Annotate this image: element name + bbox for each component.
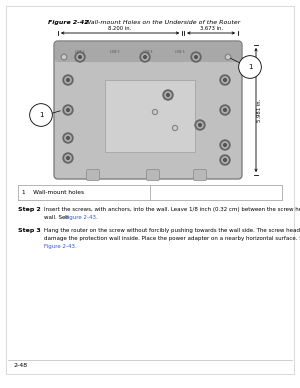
Circle shape — [199, 124, 201, 126]
Circle shape — [220, 75, 230, 85]
Circle shape — [63, 105, 73, 115]
Text: Step 2: Step 2 — [18, 207, 41, 212]
Circle shape — [65, 107, 71, 113]
Circle shape — [154, 111, 156, 113]
Circle shape — [67, 157, 69, 159]
Bar — [105, 80, 195, 152]
Circle shape — [67, 137, 69, 139]
Circle shape — [75, 52, 85, 62]
Text: Figure 2-43.: Figure 2-43. — [65, 215, 98, 220]
Text: wall. See: wall. See — [44, 215, 70, 220]
Circle shape — [77, 54, 83, 60]
Circle shape — [222, 157, 228, 163]
FancyBboxPatch shape — [86, 170, 100, 180]
Circle shape — [195, 120, 205, 130]
Circle shape — [222, 142, 228, 148]
Circle shape — [61, 54, 67, 60]
Circle shape — [226, 55, 230, 59]
Circle shape — [220, 105, 230, 115]
Circle shape — [63, 75, 73, 85]
FancyBboxPatch shape — [55, 42, 241, 62]
Text: Figure 2-43.: Figure 2-43. — [44, 244, 77, 249]
Circle shape — [222, 77, 228, 83]
Text: LINE 4: LINE 4 — [143, 50, 153, 54]
Text: LINE 3: LINE 3 — [110, 50, 120, 54]
Text: 1    Wall-mount holes: 1 Wall-mount holes — [22, 190, 84, 195]
Circle shape — [224, 79, 226, 81]
Text: LINE 2: LINE 2 — [75, 50, 85, 54]
Circle shape — [193, 54, 199, 60]
Circle shape — [65, 135, 71, 141]
Text: Figure 2-42: Figure 2-42 — [48, 20, 88, 25]
Circle shape — [163, 90, 173, 100]
Circle shape — [222, 107, 228, 113]
Text: 2-48: 2-48 — [14, 363, 28, 368]
Circle shape — [220, 140, 230, 150]
Text: 8.200 in.: 8.200 in. — [109, 26, 132, 31]
Circle shape — [172, 125, 178, 130]
Circle shape — [191, 52, 201, 62]
Text: LINE 5: LINE 5 — [175, 50, 185, 54]
Circle shape — [220, 155, 230, 165]
Circle shape — [63, 133, 73, 143]
Circle shape — [79, 55, 81, 59]
Circle shape — [144, 55, 146, 59]
Text: Wall-mount Holes on the Underside of the Router: Wall-mount Holes on the Underside of the… — [85, 20, 240, 25]
Circle shape — [63, 55, 65, 59]
FancyBboxPatch shape — [146, 170, 160, 180]
Circle shape — [224, 159, 226, 161]
Circle shape — [67, 109, 69, 111]
Circle shape — [152, 109, 158, 114]
Circle shape — [167, 94, 170, 96]
Circle shape — [142, 54, 148, 60]
Text: 1: 1 — [39, 112, 43, 118]
Circle shape — [65, 155, 71, 161]
Text: Hang the router on the screw without forcibly pushing towards the wall side. The: Hang the router on the screw without for… — [44, 228, 300, 233]
Circle shape — [140, 52, 150, 62]
Text: Insert the screws, with anchors, into the wall. Leave 1/8 inch (0.32 cm) between: Insert the screws, with anchors, into th… — [44, 207, 300, 212]
Text: 3.673 in.: 3.673 in. — [200, 26, 223, 31]
Text: 1: 1 — [248, 64, 252, 70]
Text: damage the protection wall inside. Place the power adapter on a nearby horizonta: damage the protection wall inside. Place… — [44, 236, 300, 241]
Circle shape — [224, 144, 226, 146]
Circle shape — [197, 122, 203, 128]
Circle shape — [195, 55, 197, 59]
Text: 5.981 in.: 5.981 in. — [257, 99, 262, 121]
Circle shape — [174, 127, 176, 129]
FancyBboxPatch shape — [54, 41, 242, 179]
Circle shape — [67, 79, 69, 81]
Circle shape — [224, 109, 226, 111]
Text: Step 3: Step 3 — [18, 228, 41, 233]
FancyBboxPatch shape — [194, 170, 206, 180]
Circle shape — [65, 77, 71, 83]
Circle shape — [225, 54, 231, 60]
Circle shape — [165, 92, 171, 98]
Circle shape — [63, 153, 73, 163]
